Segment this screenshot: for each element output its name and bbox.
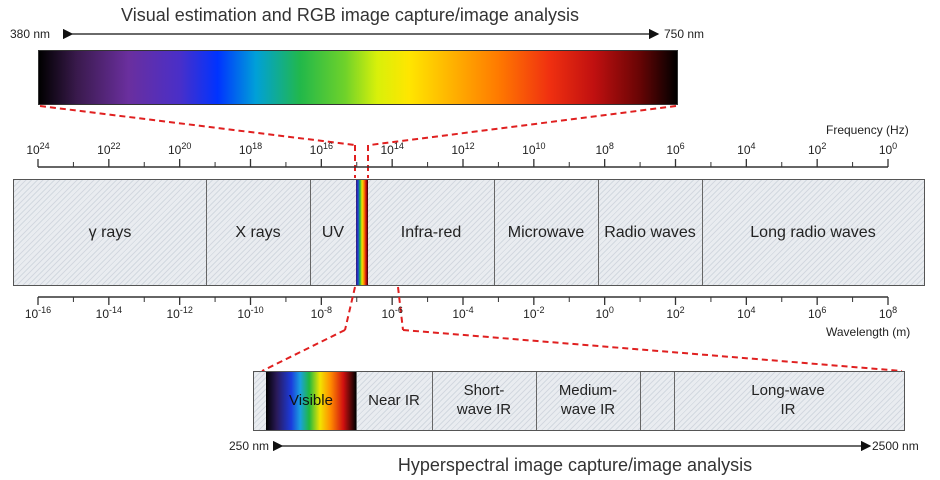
connector-bottom-left-2 xyxy=(261,329,346,372)
band-infra-red: Infra-red xyxy=(400,223,462,241)
frequency-tick-label: 102 xyxy=(807,141,827,157)
frequency-tick-label: 1010 xyxy=(522,141,546,157)
range-end-2500nm: 2500 nm xyxy=(872,439,919,453)
wavelength-tick-label: 10-6 xyxy=(381,305,403,321)
hs-band-medium-wave-ir: Medium- wave IR xyxy=(558,382,618,418)
hs-divider xyxy=(432,372,433,430)
band-divider xyxy=(598,180,599,285)
wavelength-tick-label: 10-4 xyxy=(452,305,474,321)
wavelength-tick-label: 10-14 xyxy=(95,305,123,321)
wavelength-tick-label: 10-12 xyxy=(166,305,193,321)
frequency-tick-label: 1014 xyxy=(380,141,404,157)
wavelength-axis-title: Wavelength (m) xyxy=(826,325,911,339)
hs-band-short-wave-ir: Short- wave IR xyxy=(456,382,512,418)
hs-band-visible: Visible xyxy=(289,391,333,409)
band-microwave: Microwave xyxy=(507,223,585,241)
hs-divider xyxy=(640,372,641,430)
connector-bottom-right-2 xyxy=(402,329,903,372)
frequency-tick-label: 106 xyxy=(666,141,685,157)
band-x-rays: X rays xyxy=(235,223,281,241)
hs-divider xyxy=(536,372,537,430)
hs-band-long-wave-ir: Long-wave IR xyxy=(751,382,825,418)
hs-band-near-ir: Near IR xyxy=(368,391,420,409)
band-long-radio-waves: Long radio waves xyxy=(750,223,876,241)
wavelength-tick-label: 10-16 xyxy=(24,305,52,321)
wavelength-tick-label: 10-10 xyxy=(237,305,264,321)
em-spectrum-band: γ rays X rays UV Infra-red Microwave Rad… xyxy=(13,179,925,286)
hyperspectral-title: Hyperspectral image capture/image analys… xyxy=(397,455,753,475)
wavelength-ticks xyxy=(37,297,889,305)
band-uv: UV xyxy=(321,223,345,241)
band-divider xyxy=(494,180,495,285)
frequency-tick-label: 108 xyxy=(595,141,614,157)
range-end-750nm: 750 nm xyxy=(664,27,705,41)
band-divider xyxy=(310,180,311,285)
wavelength-tick-label: 10-2 xyxy=(523,305,545,321)
connector-top-left xyxy=(39,105,356,146)
hyperspectral-band: Visible Near IR Short- wave IR Medium- w… xyxy=(253,371,905,431)
connector-bottom-right xyxy=(397,286,404,331)
connector-bottom-left xyxy=(344,286,356,331)
connector-top-right xyxy=(369,105,677,146)
frequency-tick-label: 1022 xyxy=(97,141,121,157)
frequency-tick-label: 1012 xyxy=(451,141,475,157)
wavelength-tick-label: 100 xyxy=(595,305,614,321)
frequency-ticks xyxy=(37,159,889,167)
frequency-tick-label: 100 xyxy=(878,141,898,157)
frequency-axis-title: Frequency (Hz) xyxy=(826,123,909,137)
hs-band-gap xyxy=(640,372,674,430)
frequency-tick-label: 104 xyxy=(737,141,756,157)
band-radio-waves: Radio waves xyxy=(604,223,696,241)
band-divider xyxy=(206,180,207,285)
wavelength-tick-label: 106 xyxy=(807,305,827,321)
visible-spectrum-bar xyxy=(38,50,678,105)
frequency-tick-label: 1024 xyxy=(26,141,50,157)
rgb-analysis-title: Visual estimation and RGB image capture/… xyxy=(121,5,579,25)
wavelength-tick-label: 102 xyxy=(666,305,685,321)
range-start-250nm: 250 nm xyxy=(229,439,270,453)
band-divider xyxy=(702,180,703,285)
frequency-tick-label: 1016 xyxy=(309,141,334,157)
hs-divider xyxy=(674,372,675,430)
wavelength-tick-label: 10-8 xyxy=(310,305,333,321)
wavelength-tick-label: 104 xyxy=(737,305,756,321)
frequency-tick-label: 1018 xyxy=(238,141,263,157)
band-gamma-rays: γ rays xyxy=(88,223,132,241)
visible-light-strip xyxy=(356,180,368,285)
hs-divider xyxy=(356,372,357,430)
hs-visible-gradient xyxy=(266,372,356,430)
range-start-380nm: 380 nm xyxy=(10,27,51,41)
wavelength-tick-label: 108 xyxy=(878,305,898,321)
frequency-tick-label: 1020 xyxy=(167,141,192,157)
